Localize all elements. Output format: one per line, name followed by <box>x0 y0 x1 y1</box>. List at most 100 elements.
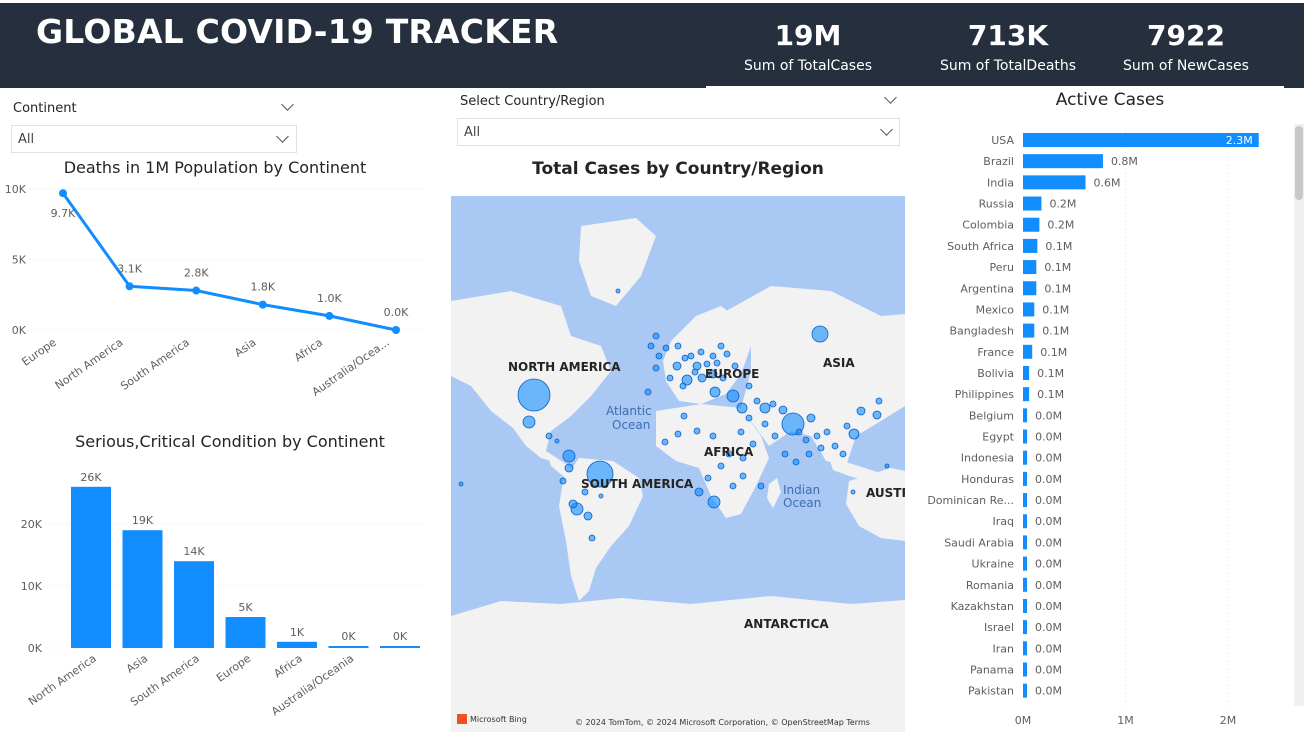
country-case-bubble[interactable] <box>713 359 721 367</box>
country-case-bubble[interactable] <box>707 495 721 509</box>
country-case-bubble[interactable] <box>729 482 737 490</box>
country-case-bubble[interactable] <box>817 444 825 452</box>
active-cases-bar[interactable] <box>1023 662 1027 677</box>
country-case-bubble[interactable] <box>458 481 464 487</box>
country-case-bubble[interactable] <box>749 440 757 448</box>
country-case-bubble[interactable] <box>562 449 576 463</box>
country-case-bubble[interactable] <box>598 493 604 499</box>
country-case-bubble[interactable] <box>802 436 810 444</box>
country-case-bubble[interactable] <box>687 352 695 360</box>
country-case-bubble[interactable] <box>761 420 769 428</box>
country-case-bubble[interactable] <box>717 462 725 470</box>
active-cases-bar[interactable] <box>1023 514 1027 529</box>
active-cases-bar[interactable] <box>1023 493 1027 508</box>
country-case-bubble[interactable] <box>652 364 660 372</box>
country-case-bubble[interactable] <box>674 430 682 438</box>
country-dropdown[interactable]: All <box>457 118 900 146</box>
active-cases-bar[interactable] <box>1023 683 1027 698</box>
active-cases-bar[interactable] <box>1023 641 1027 656</box>
country-case-bubble[interactable] <box>703 360 711 368</box>
active-cases-bar[interactable] <box>1023 429 1028 444</box>
country-case-bubble[interactable] <box>581 488 589 496</box>
country-case-bubble[interactable] <box>725 450 733 458</box>
country-case-bubble[interactable] <box>839 450 847 458</box>
country-case-bubble[interactable] <box>662 344 670 352</box>
country-case-bubble[interactable] <box>884 463 890 469</box>
country-case-bubble[interactable] <box>848 428 860 440</box>
active-cases-bar[interactable] <box>1023 471 1027 486</box>
country-case-bubble[interactable] <box>697 373 707 383</box>
country-case-bubble[interactable] <box>588 534 596 542</box>
country-case-bubble[interactable] <box>661 438 669 446</box>
active-cases-bar[interactable] <box>1023 260 1037 275</box>
country-case-bubble[interactable] <box>726 389 740 403</box>
country-case-bubble[interactable] <box>850 489 856 495</box>
country-case-bubble[interactable] <box>771 432 779 440</box>
active-cases-bar[interactable] <box>1023 577 1027 592</box>
chevron-down-icon[interactable] <box>276 130 289 143</box>
active-cases-bar[interactable] <box>1023 302 1035 317</box>
country-case-bubble[interactable] <box>694 487 704 497</box>
active-cases-bar[interactable] <box>1023 217 1040 232</box>
country-case-bubble[interactable] <box>666 374 674 382</box>
country-case-bubble[interactable] <box>753 397 761 405</box>
active-cases-bar[interactable] <box>1023 598 1027 613</box>
country-case-bubble[interactable] <box>652 332 660 340</box>
country-case-bubble[interactable] <box>792 458 800 466</box>
deaths-line-chart[interactable]: 0K 5K 10K 9.7K Europe 3.1K North America 2.8K So… <box>0 180 430 410</box>
country-case-bubble[interactable] <box>680 412 688 420</box>
country-case-bubble[interactable] <box>737 428 745 436</box>
active-cases-bar-chart[interactable]: 0M 1M 2M USA 2.3M Brazil 0.8M India 0.6M Russia 0.… <box>920 124 1294 736</box>
country-case-bubble[interactable] <box>781 450 789 458</box>
country-case-bubble[interactable] <box>697 348 705 356</box>
country-case-bubble[interactable] <box>745 414 753 422</box>
country-case-bubble[interactable] <box>805 450 813 458</box>
deaths-data-point[interactable] <box>258 300 267 309</box>
country-case-bubble[interactable] <box>583 511 593 521</box>
country-case-bubble[interactable] <box>672 361 682 371</box>
country-case-bubble[interactable] <box>568 499 578 509</box>
critical-bar[interactable] <box>277 641 317 648</box>
country-case-bubble[interactable] <box>731 362 739 370</box>
critical-bar[interactable] <box>328 646 369 648</box>
critical-bar[interactable] <box>122 530 163 648</box>
country-case-bubble[interactable] <box>693 427 701 435</box>
chevron-down-icon[interactable] <box>281 98 294 111</box>
country-case-bubble[interactable] <box>554 438 560 444</box>
active-cases-bar[interactable] <box>1023 365 1030 380</box>
active-cases-bar[interactable] <box>1023 196 1042 211</box>
active-cases-bar[interactable] <box>1023 281 1037 296</box>
critical-bar[interactable] <box>71 486 111 648</box>
deaths-data-point[interactable] <box>59 189 67 198</box>
active-cases-bar[interactable] <box>1023 535 1027 550</box>
country-case-bubble[interactable] <box>759 402 771 414</box>
deaths-data-point[interactable] <box>125 282 134 291</box>
deaths-data-point[interactable] <box>325 311 334 320</box>
active-cases-bar[interactable] <box>1023 323 1035 338</box>
active-cases-bar[interactable] <box>1023 133 1259 147</box>
country-case-bubble[interactable] <box>856 406 866 416</box>
chevron-down-icon[interactable] <box>880 123 893 136</box>
country-case-bubble[interactable] <box>704 474 712 482</box>
country-case-bubble[interactable] <box>872 410 882 420</box>
case-bubbles-layer[interactable] <box>458 288 890 542</box>
critical-bar[interactable] <box>380 646 420 648</box>
country-case-bubble[interactable] <box>717 342 725 350</box>
country-case-bubble[interactable] <box>843 422 851 430</box>
country-case-bubble[interactable] <box>708 369 718 379</box>
country-case-bubble[interactable] <box>545 432 553 440</box>
country-case-bubble[interactable] <box>811 325 829 343</box>
country-case-bubble[interactable] <box>739 454 747 462</box>
country-case-bubble[interactable] <box>655 352 663 360</box>
map-attribution[interactable]: © 2024 TomTom, © 2024 Microsoft Corporat… <box>575 718 870 727</box>
country-case-bubble[interactable] <box>723 350 731 358</box>
country-case-bubble[interactable] <box>522 415 536 429</box>
chevron-down-icon[interactable] <box>884 91 897 104</box>
country-case-bubble[interactable] <box>559 477 567 485</box>
continent-dropdown[interactable]: All <box>11 125 297 153</box>
country-case-bubble[interactable] <box>739 472 747 480</box>
country-case-bubble[interactable] <box>769 400 777 408</box>
country-case-bubble[interactable] <box>823 428 831 436</box>
country-case-bubble[interactable] <box>709 386 721 398</box>
